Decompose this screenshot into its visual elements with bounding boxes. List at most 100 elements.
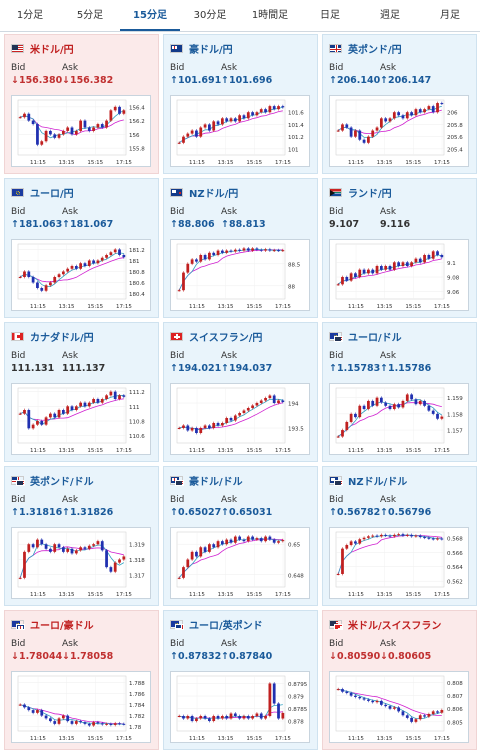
candle-body: [27, 113, 31, 121]
candle-body: [220, 541, 224, 545]
rate-card[interactable]: 英ポンド/ドル Bid Ask ↑1.31816 ↑1.31826 1.319 1.318 1…: [4, 466, 159, 606]
candle-body: [40, 710, 44, 716]
x-tick-label: 15:15: [87, 448, 103, 454]
candle-body: [418, 109, 422, 113]
x-tick-label: 15:15: [246, 448, 262, 454]
candle-body: [358, 696, 362, 699]
tab-1[interactable]: 5分足: [76, 10, 104, 21]
candle-body: [203, 255, 207, 260]
rate-card[interactable]: NZドル/円 Bid Ask ↑88.806 ↑88.813 88.5 88 11:15 13:…: [163, 178, 318, 318]
x-tick-label: 11:15: [189, 592, 205, 598]
currency-pair-link[interactable]: 英ポンド/円: [348, 44, 402, 56]
candle-body: [61, 271, 65, 275]
rate-card[interactable]: ユーロ/英ポンド Bid Ask ↑0.87832 ↑0.87840 0.8795 0.87…: [163, 610, 318, 750]
rate-card[interactable]: 豪ドル/円 Bid Ask ↑101.691 ↑101.696 101.6 101.4 101…: [163, 34, 318, 174]
rate-card[interactable]: 豪ドル/ドル Bid Ask ↑0.65027 ↑0.65031 0.65 0.648 11:…: [163, 466, 318, 606]
candle-body: [354, 130, 357, 137]
price-chart[interactable]: 0.568 0.566 0.564 0.562 11:15 13:15 15:15 17:15: [329, 527, 469, 599]
price-chart[interactable]: 1.159 1.158 1.157 11:15 13:15 15:15 17:15: [329, 383, 469, 455]
currency-pair-link[interactable]: ユーロ/英ポンド: [189, 620, 263, 632]
candle-body: [225, 418, 229, 423]
currency-pair-link[interactable]: 豪ドル/円: [189, 44, 233, 56]
candle-body: [431, 106, 435, 113]
rate-card[interactable]: ユーロ/ドル Bid Ask ↑1.15783 ↑1.15786 1.159 1.158 1.…: [322, 322, 477, 462]
candle-body: [431, 410, 435, 414]
price-chart[interactable]: 156.4 156.2 156 155.8 11:15 13:15 15:15 17:15: [11, 95, 151, 167]
y-tick-label: 101.2: [288, 135, 304, 141]
x-tick-label: 11:15: [30, 448, 46, 454]
y-tick-label: 205.8: [447, 123, 463, 129]
price-chart[interactable]: 1.319 1.318 1.317 11:15 13:15 15:15 17:15: [11, 527, 151, 599]
price-chart[interactable]: 9.1 9.08 9.06 11:15 13:15 15:15 17:15: [329, 239, 469, 311]
currency-pair-link[interactable]: ユーロ/ドル: [348, 332, 402, 344]
price-chart[interactable]: 0.65 0.648 11:15 13:15 15:15 17:15: [170, 527, 310, 599]
bid-label: Bid: [170, 63, 185, 73]
price-chart[interactable]: 194 193.5 11:15 13:15 15:15 17:15: [170, 383, 310, 455]
tab-5[interactable]: 日足: [320, 10, 340, 21]
candle-body: [105, 550, 108, 568]
candle-body: [118, 723, 121, 725]
candle-body: [392, 707, 396, 709]
bid-value: ↑101.691: [170, 75, 222, 86]
candle-body: [100, 723, 104, 725]
price-chart[interactable]: 101.6 101.4 101.2 101 11:15 13:15 15:15 17:15: [170, 95, 310, 167]
candle-body: [31, 544, 35, 548]
bid-label: Bid: [329, 63, 344, 73]
rate-card[interactable]: ランド/円 Bid Ask 9.107 9.116 9.1 9.08 9.06 11:15 13:…: [322, 178, 477, 318]
candle-body: [336, 436, 340, 438]
currency-pair-link[interactable]: ユーロ/豪ドル: [30, 620, 94, 632]
candle-body: [220, 118, 224, 125]
currency-pair-link[interactable]: 米ドル/スイスフラン: [348, 620, 442, 632]
currency-pair-link[interactable]: ランド/円: [348, 188, 392, 200]
bid-label: Bid: [11, 495, 26, 505]
price-chart[interactable]: 111.2 111 110.8 110.6 11:15 13:15 15:15 17:15: [11, 383, 151, 455]
chart-svg: 1.159 1.158 1.157 11:15 13:15 15:15 17:15: [335, 387, 463, 454]
price-chart[interactable]: 206 205.8 205.6 205.4 11:15 13:15 15:15 17:15: [329, 95, 469, 167]
currency-pair-link[interactable]: ユーロ/円: [30, 188, 74, 200]
chart-svg: 9.1 9.08 9.06 11:15 13:15 15:15 17:15: [335, 243, 460, 310]
candle-body: [195, 259, 198, 262]
candle-body: [410, 394, 413, 400]
tab-3[interactable]: 30分足: [193, 10, 227, 21]
currency-pair-link[interactable]: カナダドル/円: [30, 332, 94, 344]
currency-pair-link[interactable]: 英ポンド/ドル: [30, 476, 94, 488]
rate-card[interactable]: 米ドル/スイスフラン Bid Ask ↓0.80590 ↓0.80605 0.808 0.8…: [322, 610, 477, 750]
tab-0[interactable]: 1分足: [16, 10, 44, 21]
rate-card[interactable]: NZドル/ドル Bid Ask ↑0.56782 ↑0.56796 0.568 0.566 0…: [322, 466, 477, 606]
price-chart[interactable]: 1.788 1.786 1.784 1.782 1.78 11:15 13:15 15:15 1…: [11, 671, 151, 743]
candle-body: [423, 255, 426, 263]
rate-card[interactable]: 英ポンド/円 Bid Ask ↑206.140 ↑206.147 206 205.8 205.…: [322, 34, 477, 174]
x-tick-label: 17:15: [434, 160, 450, 166]
tab-6[interactable]: 週足: [380, 10, 400, 21]
rate-card[interactable]: スイスフラン/円 Bid Ask ↑194.021 ↑194.037 194 193.5 11…: [163, 322, 318, 462]
candle-body: [418, 535, 422, 538]
candle-body: [281, 540, 285, 542]
currency-pair-link[interactable]: NZドル/円: [189, 188, 239, 200]
candle-body: [118, 249, 121, 255]
price-chart[interactable]: 0.8795 0.879 0.8785 0.878 11:15 13:15 15:15 17:…: [170, 671, 310, 743]
candle-body: [388, 535, 392, 537]
rate-card[interactable]: カナダドル/円 Bid Ask 111.131 111.137 111.2 111 110.8…: [4, 322, 159, 462]
candle-body: [264, 249, 267, 251]
currency-pair-link[interactable]: NZドル/ドル: [348, 476, 408, 488]
rate-card[interactable]: ユーロ/円 Bid Ask ↑181.063 ↑181.067 181.2 181 180.8…: [4, 178, 159, 318]
x-tick-label: 13:15: [377, 448, 393, 454]
rate-card[interactable]: 米ドル/円 Bid Ask ↓156.380 ↓156.382 156.4 156.2 156…: [4, 34, 159, 174]
ask-label: Ask: [221, 63, 238, 73]
x-tick-label: 11:15: [189, 304, 205, 310]
tab-2[interactable]: 15分足: [120, 0, 180, 31]
currency-pair-link[interactable]: 豪ドル/ドル: [189, 476, 243, 488]
currency-pair-link[interactable]: 米ドル/円: [30, 44, 74, 56]
currency-pair-link[interactable]: スイスフラン/円: [189, 332, 263, 344]
bid-value: ↑88.806: [170, 219, 215, 230]
price-chart[interactable]: 0.808 0.807 0.806 0.805 11:15 13:15 15:15 17:15: [329, 671, 469, 743]
tab-7[interactable]: 月足: [440, 10, 460, 21]
candle-body: [208, 425, 211, 428]
candle-body: [53, 134, 57, 138]
price-chart[interactable]: 88.5 88 11:15 13:15 15:15 17:15: [170, 239, 310, 311]
candle-body: [229, 250, 233, 252]
price-chart[interactable]: 181.2 181 180.8 180.6 180.4 11:15 13:15 15:15 17…: [11, 239, 151, 311]
candle-body: [195, 551, 198, 557]
tab-4[interactable]: 1時間足: [251, 10, 289, 21]
rate-card[interactable]: ユーロ/豪ドル Bid Ask ↓1.78044 ↓1.78058 1.788 1.786 1…: [4, 610, 159, 750]
